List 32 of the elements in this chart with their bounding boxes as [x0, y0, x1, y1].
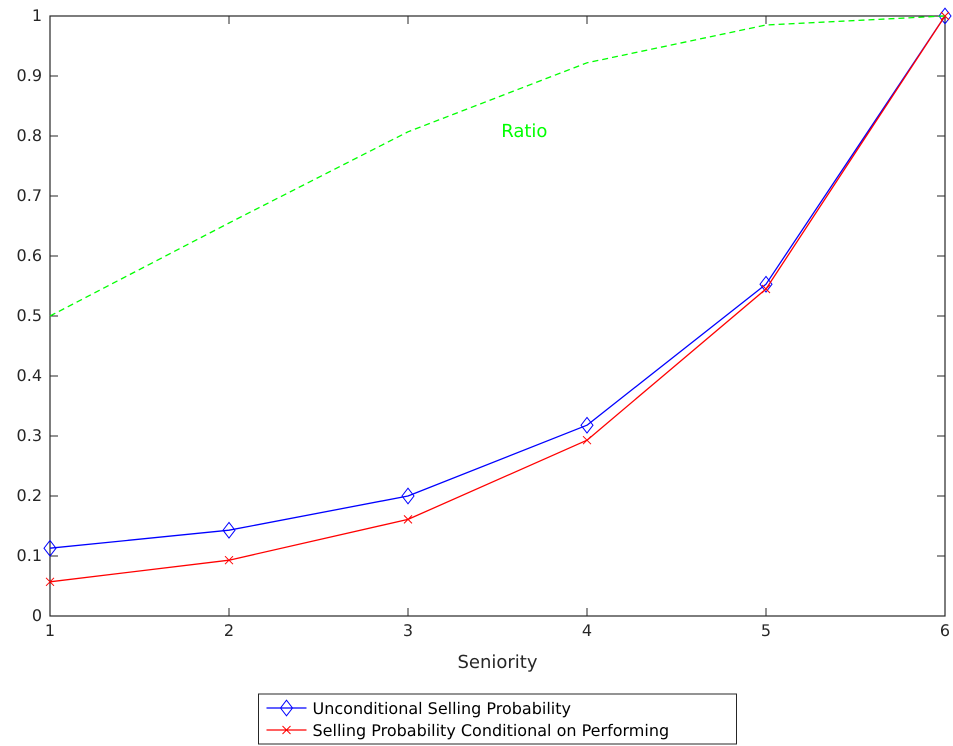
point: [222, 522, 236, 538]
point: [402, 488, 414, 504]
x-tick-label: 5: [760, 621, 772, 640]
y-tick-label: 0.7: [16, 186, 42, 205]
point: [404, 514, 412, 524]
legend-label: Selling Probability Conditional on Performing: [312, 721, 670, 740]
point: [760, 276, 772, 292]
point: [938, 8, 952, 24]
x-tick-label: 4: [582, 621, 592, 640]
y-tick-label: 0.4: [16, 366, 42, 385]
point: [224, 556, 234, 565]
point: [46, 577, 54, 586]
y-tick-label: 0: [32, 606, 42, 625]
y-tick-label: 1: [32, 6, 42, 25]
y-tick-label: 0.6: [16, 246, 42, 265]
y-tick-label: 0.8: [16, 126, 42, 145]
series-label: Ratio: [501, 120, 548, 142]
x-tick-label: 6: [940, 621, 950, 640]
x-tick-label: 3: [402, 621, 414, 640]
y-tick-label: 0.1: [16, 546, 42, 565]
y-tick-label: 0.3: [16, 426, 42, 445]
x-tick-label: 1: [44, 621, 56, 640]
legend-label: Unconditional Selling Probability: [312, 699, 571, 718]
x-axis-title: Seniority: [457, 652, 538, 673]
point: [582, 436, 592, 445]
x-tick-label: 2: [224, 621, 234, 640]
y-tick-label: 0.9: [16, 66, 42, 85]
point: [762, 284, 770, 294]
point: [580, 416, 594, 434]
point: [44, 540, 56, 556]
y-tick-label: 0.2: [16, 486, 42, 505]
y-tick-label: 0.5: [16, 306, 42, 325]
